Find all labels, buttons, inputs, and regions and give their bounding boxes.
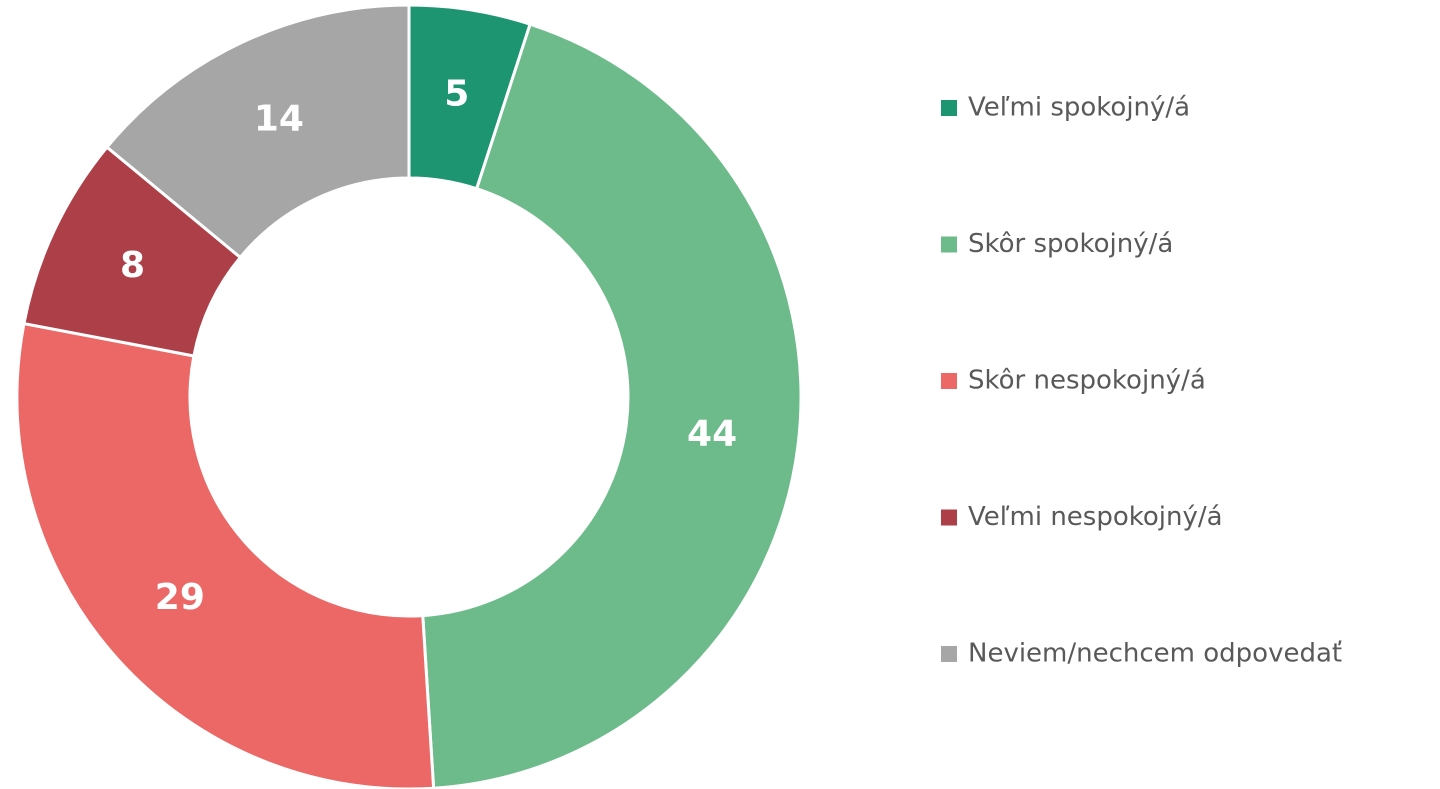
legend-swatch xyxy=(941,373,957,389)
slice xyxy=(104,3,411,260)
legend-label: Skôr spokojný/á xyxy=(968,229,1173,259)
slice xyxy=(421,22,803,789)
data-label: 44 xyxy=(687,413,737,454)
legend-swatch xyxy=(941,236,957,253)
legend-label: Skôr nespokojný/á xyxy=(968,366,1206,396)
legend-swatch xyxy=(941,100,957,116)
legend-label: Veľmi nespokojný/á xyxy=(968,502,1223,532)
data-label: 8 xyxy=(120,245,145,286)
data-label: 5 xyxy=(444,73,469,114)
legend-swatch xyxy=(941,646,957,662)
slice xyxy=(15,321,436,789)
data-label: 29 xyxy=(155,577,205,618)
legend-swatch xyxy=(941,509,957,526)
legend-label: Neviem/nechcem odpovedať xyxy=(968,639,1342,669)
legend-label: Veľmi spokojný/á xyxy=(968,93,1190,123)
data-label: 14 xyxy=(254,99,304,140)
